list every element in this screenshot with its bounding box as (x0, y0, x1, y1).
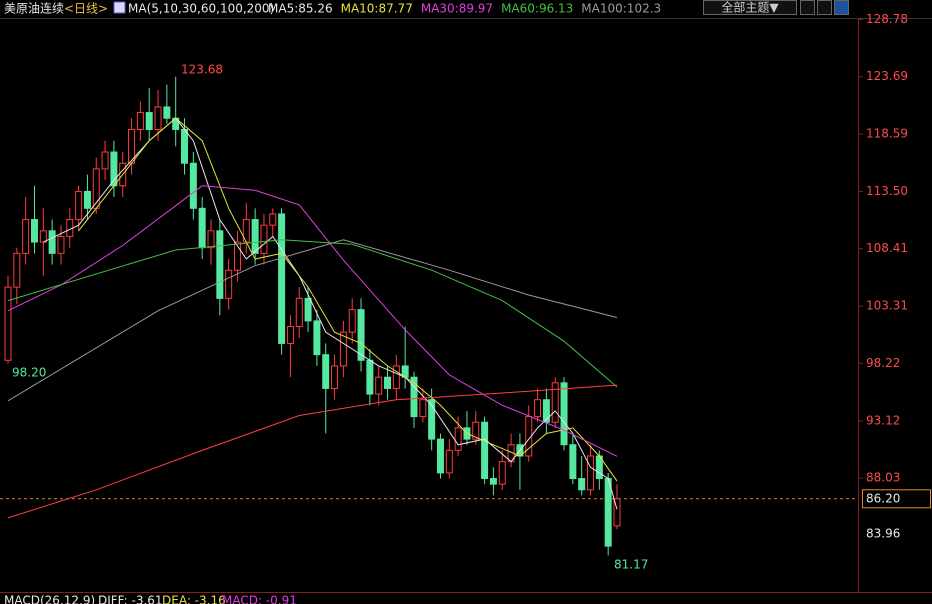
candle-body (286, 326, 294, 344)
low-annotation: 81.17 (614, 558, 648, 572)
candle-body (454, 427, 462, 451)
candle-body (498, 461, 506, 485)
icon-button[interactable] (817, 0, 832, 15)
candle-body (613, 498, 621, 527)
candle-body (357, 309, 365, 361)
candle-body (101, 151, 109, 170)
candle-body (551, 382, 559, 423)
icon-button[interactable] (800, 0, 815, 15)
legend-entry: MA60:96.13 (501, 2, 573, 16)
candle-body (392, 365, 400, 389)
y-tick-label: 88.03 (866, 471, 900, 485)
ma-line (7, 384, 618, 519)
candle-body (339, 331, 347, 367)
period: <日线> (64, 2, 108, 16)
candle-body (604, 478, 612, 547)
symbol: 美原油连续 (4, 1, 64, 16)
legend-entry: MA100:102.3 (581, 2, 661, 16)
macd-dea: DEA: -3.16 (162, 594, 226, 604)
y-tick-label: 93.12 (866, 413, 900, 427)
candle-body (304, 297, 312, 322)
candle-body (48, 230, 56, 254)
candle-body (145, 112, 153, 130)
candle-body (198, 207, 206, 249)
y-tick-label: 118.59 (866, 127, 908, 141)
y-tick-label: 108.41 (866, 241, 908, 255)
theme-button[interactable] (703, 0, 797, 15)
last-price-box (862, 489, 931, 509)
candle-body (136, 112, 144, 130)
candle-body (481, 421, 489, 480)
candle-body (587, 455, 595, 491)
candle-body (410, 376, 418, 418)
candle-body (578, 478, 586, 491)
legend-entry: MA10:87.77 (341, 2, 413, 16)
candle-body (216, 230, 224, 299)
legend-entry: MA5:85.26 (268, 2, 333, 16)
cursor-price: 83.96 (866, 527, 900, 541)
candle-body (348, 309, 356, 333)
candle-body (83, 190, 91, 209)
candle-body (569, 444, 577, 480)
candle-body (534, 399, 542, 418)
candle-body (39, 230, 47, 243)
y-tick-label: 128.78 (866, 12, 908, 26)
candle-body (366, 359, 374, 395)
candle-body (384, 376, 392, 389)
candle-body (313, 320, 321, 356)
candle-body (525, 416, 533, 457)
macd-value: MACD: -0.91 (222, 594, 297, 604)
ma-line (7, 239, 618, 402)
high-annotation: 123.68 (181, 63, 223, 77)
macd-diff: DIFF: -3.61 (98, 594, 163, 604)
candle-body (542, 399, 550, 423)
candle-body (278, 213, 286, 344)
candle-body (419, 399, 427, 418)
ma-line (7, 239, 618, 388)
ma-line (78, 117, 618, 482)
candle-body (181, 128, 189, 164)
candle-body (295, 297, 303, 328)
y-tick-label: 113.50 (866, 184, 908, 198)
candle-body (75, 190, 83, 221)
indicator: MA(5,10,30,60,100,200) (128, 2, 274, 16)
candle-body (472, 421, 480, 440)
candle-body (375, 376, 383, 395)
candle-body (251, 219, 259, 254)
candle-body (233, 241, 241, 271)
candle-body (269, 213, 277, 226)
candle-body (322, 354, 330, 389)
y-tick-label: 98.22 (866, 356, 900, 370)
ma-line (7, 185, 618, 457)
indicator-icon[interactable] (113, 1, 126, 14)
icon-button[interactable] (834, 0, 849, 15)
candle-body (57, 235, 65, 254)
low-annotation: 98.20 (12, 366, 46, 380)
candle-body (207, 230, 215, 249)
candle-body (445, 449, 453, 474)
candle-body (260, 224, 268, 254)
theme-button-label[interactable]: 全部主题▼ (721, 0, 779, 15)
candle-body (428, 399, 436, 440)
candle-body (225, 269, 233, 299)
y-tick-label: 123.69 (866, 69, 908, 83)
candle-body (189, 162, 197, 209)
candle-body (489, 478, 497, 485)
macd-title: MACD(26,12,9) (4, 594, 95, 604)
candle-body (30, 219, 38, 243)
candle-body (436, 438, 444, 474)
legend: MA5:85.26 MA10:87.77 MA30:89.97 MA60:96.13 M… (268, 2, 661, 16)
candle-body (154, 106, 162, 130)
y-tick-label: 103.31 (866, 299, 908, 313)
candle-body (331, 365, 339, 389)
candle-body (4, 286, 12, 361)
legend-entry: MA30:89.97 (421, 2, 493, 16)
candle-body (22, 219, 30, 254)
candle-body (163, 106, 171, 119)
candle-body (560, 382, 568, 446)
last-price-label: 86.20 (866, 491, 900, 505)
candle-body (13, 252, 21, 288)
